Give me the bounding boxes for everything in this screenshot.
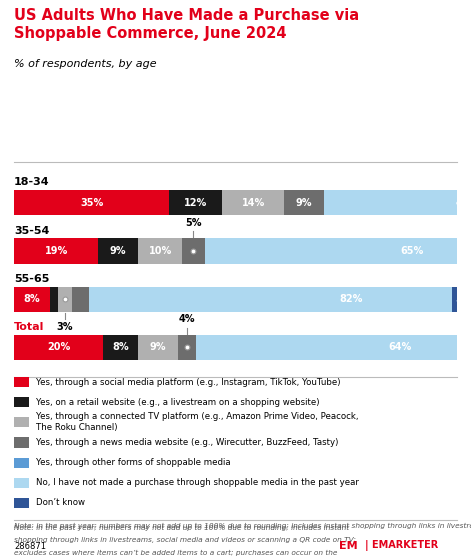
Text: US Adults Who Have Made a Purchase via
Shoppable Commerce, June 2024: US Adults Who Have Made a Purchase via S… <box>14 8 359 41</box>
Text: Yes, through a connected TV platform (e.g., Amazon Prime Video, Peacock,
The Rok: Yes, through a connected TV platform (e.… <box>36 412 359 432</box>
Bar <box>58 287 72 312</box>
Bar <box>178 335 195 360</box>
Text: 20%: 20% <box>47 343 70 352</box>
Text: excludes cases where items can’t be added items to a cart; purchases can occur o: excludes cases where items can’t be adde… <box>14 550 338 556</box>
Text: 14%: 14% <box>242 198 265 208</box>
Text: 12%: 12% <box>184 198 207 208</box>
Bar <box>89 287 453 312</box>
Text: 35-54: 35-54 <box>14 225 49 235</box>
Text: 286871: 286871 <box>14 542 46 551</box>
Text: 19%: 19% <box>45 246 68 256</box>
Bar <box>49 287 58 312</box>
Text: Total: Total <box>14 322 44 332</box>
Text: Yes, through a news media website (e.g., Wirecutter, BuzzFeed, Tasty): Yes, through a news media website (e.g.,… <box>36 438 339 447</box>
Bar <box>98 238 138 263</box>
Text: EM: EM <box>339 541 358 551</box>
Bar <box>195 335 471 360</box>
Text: 9%: 9% <box>296 198 312 208</box>
Text: % of respondents, by age: % of respondents, by age <box>14 59 157 69</box>
Text: 9%: 9% <box>150 343 166 352</box>
Text: Yes, through a social media platform (e.g., Instagram, TikTok, YouTube): Yes, through a social media platform (e.… <box>36 378 341 387</box>
Text: 8%: 8% <box>112 343 129 352</box>
Bar <box>182 238 204 263</box>
Bar <box>169 190 222 215</box>
Text: 82%: 82% <box>339 294 363 304</box>
Bar <box>103 335 138 360</box>
Bar <box>138 238 182 263</box>
Text: Note: in the past year; numbers may not add up to 100% due to rounding; includes: Note: in the past year; numbers may not … <box>14 525 349 531</box>
Text: 4%: 4% <box>179 314 195 324</box>
Text: 18-34: 18-34 <box>14 177 50 187</box>
Bar <box>204 238 471 263</box>
Bar <box>453 287 471 312</box>
Text: 5%: 5% <box>185 218 202 228</box>
Text: Don’t know: Don’t know <box>36 498 85 507</box>
Text: 3%: 3% <box>57 323 73 333</box>
Bar <box>14 287 49 312</box>
Bar <box>138 335 178 360</box>
Bar <box>72 287 89 312</box>
Bar <box>14 190 169 215</box>
Text: 55-65: 55-65 <box>14 274 49 283</box>
Bar <box>324 190 471 215</box>
Bar <box>14 238 98 263</box>
Text: 64%: 64% <box>388 343 411 352</box>
Text: 10%: 10% <box>149 246 172 256</box>
Text: shopping through links in livestreams, social media and videos or scanning a QR : shopping through links in livestreams, s… <box>14 537 356 543</box>
Text: Note: in the past year; numbers may not add up to 100% due to rounding; includes: Note: in the past year; numbers may not … <box>14 523 471 529</box>
Text: Yes, through other forms of shoppable media: Yes, through other forms of shoppable me… <box>36 458 231 467</box>
Text: 9%: 9% <box>110 246 126 256</box>
Text: 8%: 8% <box>24 294 40 304</box>
Bar <box>14 335 103 360</box>
Text: 35%: 35% <box>80 198 103 208</box>
Bar <box>222 190 284 215</box>
Text: No, I have not made a purchase through shoppable media in the past year: No, I have not made a purchase through s… <box>36 478 359 487</box>
Text: Yes, on a retail website (e.g., a livestream on a shopping website): Yes, on a retail website (e.g., a livest… <box>36 398 320 407</box>
Text: | EMARKETER: | EMARKETER <box>365 540 439 551</box>
Bar <box>284 190 324 215</box>
Text: 45%: 45% <box>456 198 471 208</box>
Text: 65%: 65% <box>400 246 423 256</box>
Text: 5%: 5% <box>455 294 471 304</box>
